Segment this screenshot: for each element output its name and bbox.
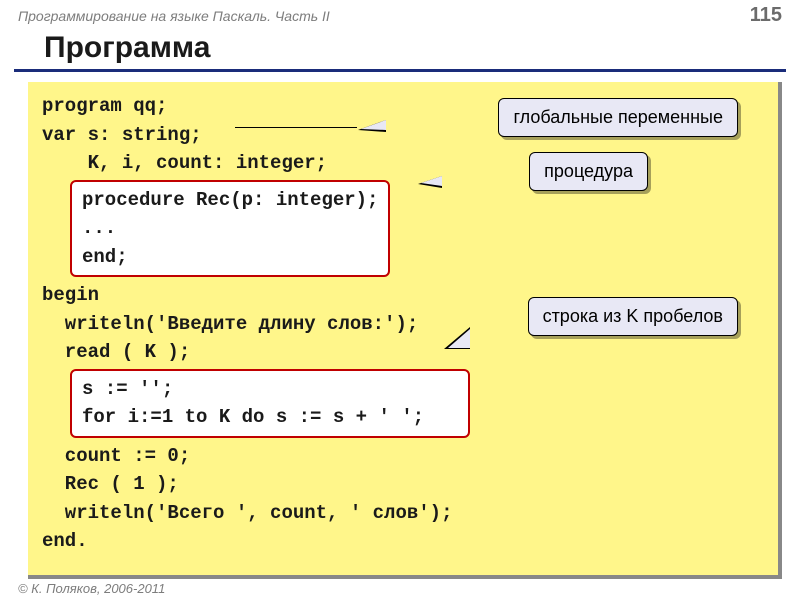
page-number: 115 — [750, 4, 782, 27]
callout-tail — [361, 120, 386, 130]
slide-header: Программирование на языке Паскаль. Часть… — [0, 0, 800, 29]
slide-title: Программа — [14, 29, 786, 72]
callout-tail — [421, 176, 442, 186]
code-block: program qq; var s: string; K, i, count: … — [28, 82, 782, 579]
connector-line — [235, 127, 357, 128]
callout-spaces: строка из K пробелов — [528, 297, 738, 336]
code-line: K, i, count: integer; — [42, 149, 764, 178]
code-line: s := ''; — [82, 375, 458, 404]
callout-global-vars: глобальные переменные — [498, 98, 738, 137]
callout-tail — [448, 329, 470, 348]
loop-box: s := ''; for i:=1 to K do s := s + ' '; — [70, 369, 470, 438]
code-line: count := 0; — [42, 442, 764, 471]
code-line: end. — [42, 527, 764, 556]
callout-procedure: процедура — [529, 152, 648, 191]
course-title: Программирование на языке Паскаль. Часть… — [18, 8, 330, 24]
code-line: Rec ( 1 ); — [42, 470, 764, 499]
code-line: end; — [82, 243, 378, 272]
copyright-footer: © К. Поляков, 2006-2011 — [18, 581, 165, 596]
code-line: writeln('Всего ', count, ' слов'); — [42, 499, 764, 528]
code-line: read ( K ); — [42, 338, 764, 367]
code-line: ... — [82, 214, 378, 243]
procedure-box: procedure Rec(p: integer); ... end; — [70, 180, 390, 278]
code-line: for i:=1 to K do s := s + ' '; — [82, 403, 458, 432]
code-line: procedure Rec(p: integer); — [82, 186, 378, 215]
